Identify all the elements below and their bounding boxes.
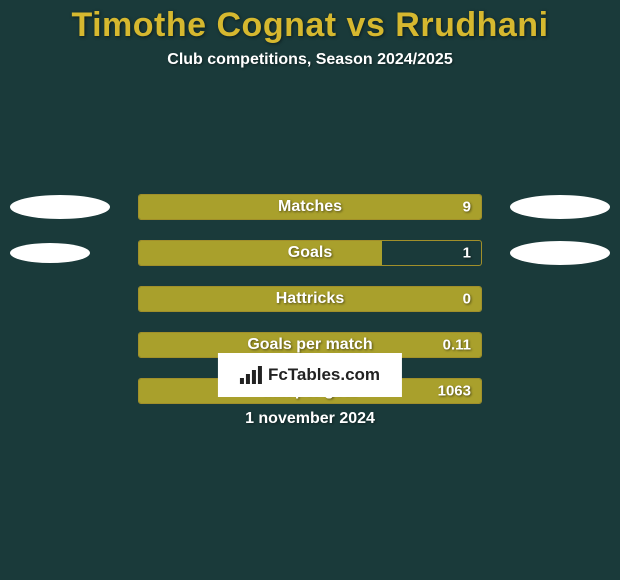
stat-value: 9 <box>463 199 471 216</box>
player-left-marker <box>10 195 110 219</box>
brand-badge: FcTables.com <box>218 353 402 397</box>
stat-value: 1 <box>463 245 471 262</box>
stat-row: Hattricks0 <box>0 286 620 312</box>
player-right-marker <box>510 195 610 219</box>
brand-text: FcTables.com <box>268 365 380 385</box>
stat-label: Matches <box>139 198 481 216</box>
stat-value: 0.11 <box>443 337 471 354</box>
player-left-marker <box>10 243 90 263</box>
stat-label: Hattricks <box>139 290 481 308</box>
date-text: 1 november 2024 <box>0 410 620 428</box>
stat-bar: Matches9 <box>138 194 482 220</box>
stat-label: Goals <box>139 244 481 262</box>
page-title: Timothe Cognat vs Rrudhani <box>0 0 620 45</box>
brand-bars-icon <box>240 366 262 384</box>
page-subtitle: Club competitions, Season 2024/2025 <box>0 51 620 69</box>
stat-row: Goals1 <box>0 240 620 266</box>
player-right-marker <box>510 241 610 265</box>
stat-value: 0 <box>463 291 471 308</box>
stat-bar: Goals1 <box>138 240 482 266</box>
stat-bar: Hattricks0 <box>138 286 482 312</box>
stat-row: Matches9 <box>0 194 620 220</box>
stat-value: 1063 <box>438 383 471 400</box>
stat-label: Goals per match <box>139 336 481 354</box>
